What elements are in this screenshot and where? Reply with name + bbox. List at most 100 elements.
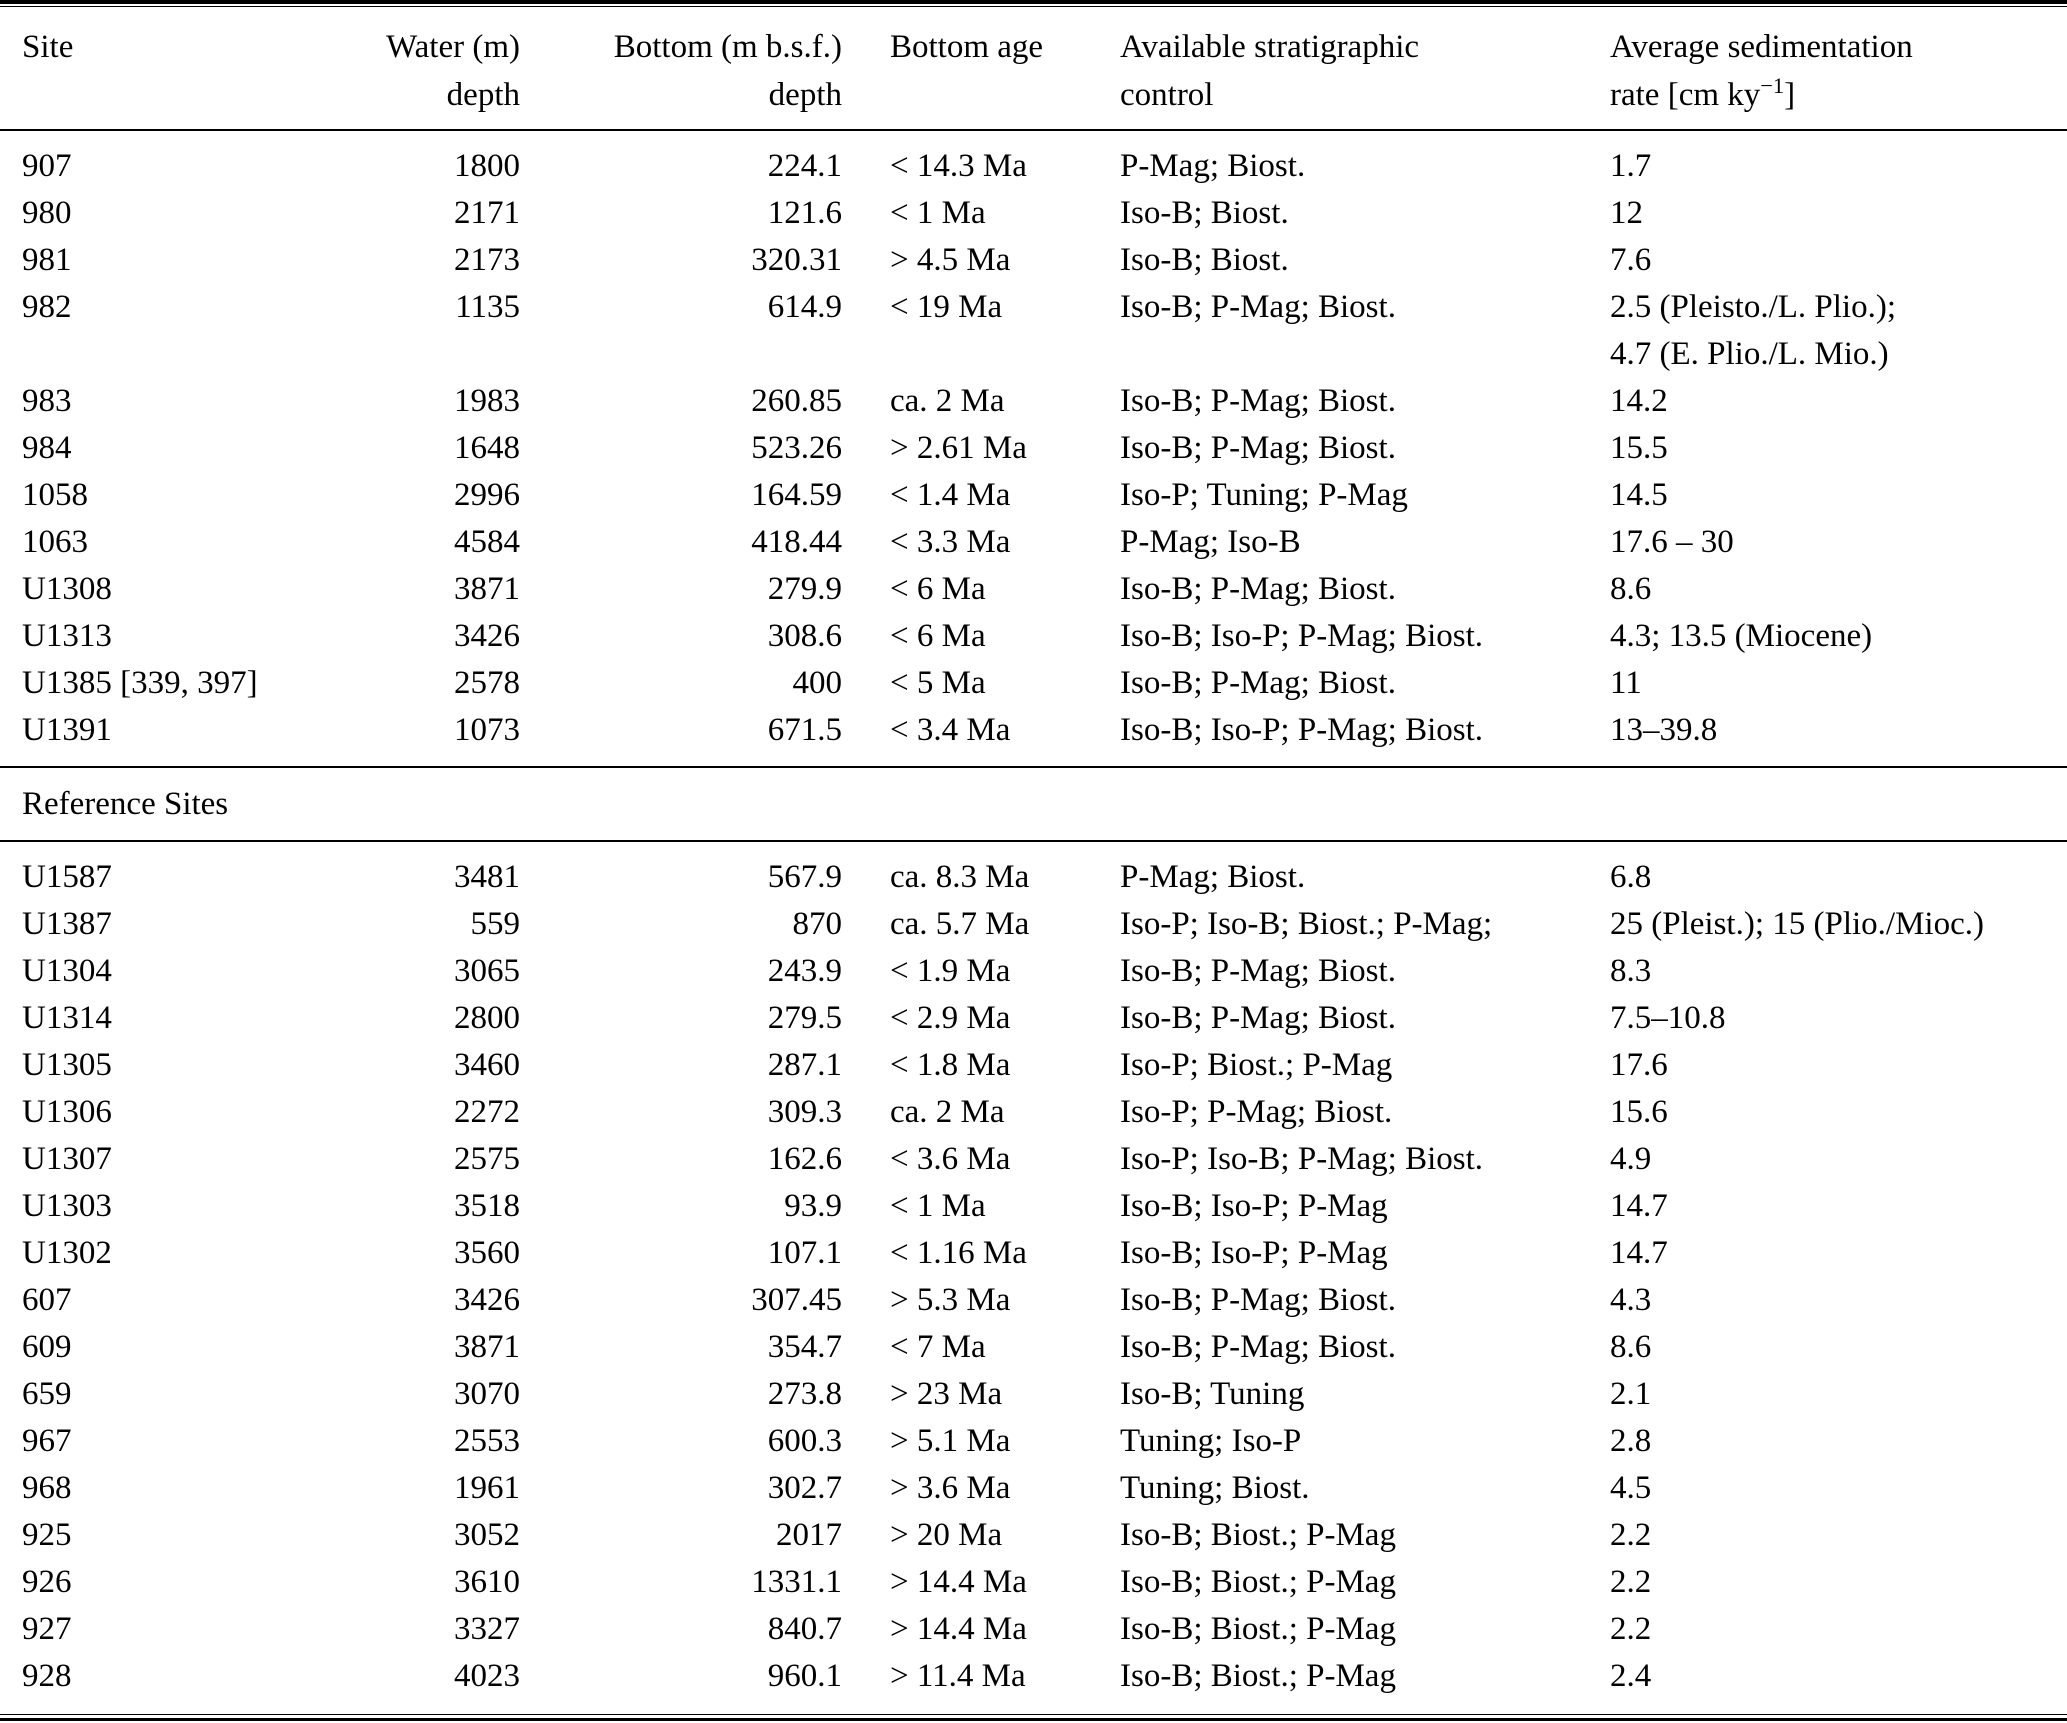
sed-rate-cell: 7.6 <box>1610 242 1652 278</box>
strat-control-cell: Iso-B; Iso-P; P-Mag <box>1120 1235 1388 1271</box>
drilling-sites-table: Site Water (m) depth Bottom (m b.s.f.) d… <box>0 7 2067 1714</box>
bottom-depth-cell: 354.7 <box>767 1329 842 1365</box>
table-row: U1313 3426 308.6 < 6 Ma Iso-B; Iso-P; P-… <box>0 613 2067 660</box>
bottom-depth-cell: 960.1 <box>767 1658 842 1694</box>
table-row: U1302 3560 107.1 < 1.16 Ma Iso-B; Iso-P;… <box>0 1230 2067 1277</box>
table-row: 983 1983 260.85 ca. 2 Ma Iso-B; P-Mag; B… <box>0 378 2067 425</box>
site-cell: 968 <box>22 1470 72 1506</box>
site-cell: 607 <box>22 1282 72 1318</box>
bottom-age-cell: < 3.6 Ma <box>890 1141 1011 1177</box>
bottom-age-cell: < 3.4 Ma <box>842 707 1120 768</box>
reference-sites-section: U1587 3481 567.9 ca. 8.3 Ma P-Mag; Biost… <box>0 841 2067 1714</box>
strat-control-cell: Iso-B; P-Mag; Biost. <box>1120 383 1396 419</box>
sed-rate-cell: 4.9 <box>1610 1141 1652 1177</box>
site-cell: U1387 <box>22 906 112 942</box>
site-cell: U1303 <box>22 1188 112 1224</box>
water-depth-cell: 1073 <box>330 707 520 768</box>
strat-control-cell: Iso-B; P-Mag; Biost. <box>1120 1282 1396 1318</box>
sed-rate-cell: 2.2 <box>1610 1564 1652 1600</box>
bottom-depth-cell: 260.85 <box>751 383 842 419</box>
table-row: 981 2173 320.31 > 4.5 Ma Iso-B; Biost. 7… <box>0 237 2067 284</box>
strat-control-cell: Iso-B; P-Mag; Biost. <box>1120 1329 1396 1365</box>
water-depth-cell: 3871 <box>454 571 520 607</box>
bottom-age-cell: > 2.61 Ma <box>890 430 1027 466</box>
bottom-age-cell: < 1.16 Ma <box>890 1235 1027 1271</box>
bottom-age-cell: > 4.5 Ma <box>890 242 1011 278</box>
water-depth-cell: 2272 <box>454 1094 520 1130</box>
water-depth-cell: 3426 <box>454 1282 520 1318</box>
table-bottom-rule <box>0 1714 2067 1721</box>
table-row: 609 3871 354.7 < 7 Ma Iso-B; P-Mag; Bios… <box>0 1324 2067 1371</box>
table-row: 1058 2996 164.59 < 1.4 Ma Iso-P; Tuning;… <box>0 472 2067 519</box>
reference-sites-divider: Reference Sites <box>0 767 2067 842</box>
header-line: Water (m) <box>386 29 520 65</box>
strat-control-cell: Iso-B; Biost.; P-Mag <box>1120 1517 1396 1553</box>
bottom-age-cell: < 2.9 Ma <box>890 1000 1011 1036</box>
sed-rate-cell: 8.3 <box>1610 953 1652 989</box>
strat-control-cell: Iso-P; Iso-B; Biost.; P-Mag; <box>1120 906 1493 942</box>
header-line: depth <box>768 77 842 113</box>
bottom-age-cell: < 14.3 Ma <box>890 148 1027 184</box>
bottom-age-cell: < 1.4 Ma <box>890 477 1011 513</box>
site-cell: 925 <box>22 1517 72 1553</box>
sed-rate-cell: 14.2 <box>1610 383 1668 419</box>
header-line: rate [cm ky−1] <box>1610 71 2067 119</box>
col-header-water-depth: Water (m) depth <box>330 7 520 131</box>
site-cell: 928 <box>22 1658 72 1694</box>
site-cell: U1302 <box>22 1235 112 1271</box>
bottom-depth-cell: 840.7 <box>767 1611 842 1647</box>
bottom-age-cell: < 3.3 Ma <box>890 524 1011 560</box>
header-line: Available stratigraphic <box>1120 29 1420 65</box>
bottom-age-cell: ca. 5.7 Ma <box>890 906 1030 942</box>
strat-control-cell: Iso-B; Iso-P; P-Mag; Biost. <box>1120 707 1610 768</box>
sed-rate-cell: 25 (Pleist.); 15 (Plio./Mioc.) <box>1610 906 1984 942</box>
table-row: 984 1648 523.26 > 2.61 Ma Iso-B; P-Mag; … <box>0 425 2067 472</box>
water-depth-cell: 3560 <box>454 1235 520 1271</box>
header-row: Site Water (m) depth Bottom (m b.s.f.) d… <box>0 7 2067 131</box>
table-row: 928 4023 960.1 > 11.4 Ma Iso-B; Biost.; … <box>0 1653 2067 1714</box>
sed-rate-cell: 2.2 <box>1610 1611 1652 1647</box>
bottom-depth-cell: 273.8 <box>767 1376 842 1412</box>
water-depth-cell: 3052 <box>454 1517 520 1553</box>
sed-rate-cell: 1.7 <box>1610 148 1652 184</box>
water-depth-cell: 2553 <box>454 1423 520 1459</box>
bottom-depth-cell: 164.59 <box>751 477 842 513</box>
bottom-age-cell: > 14.4 Ma <box>890 1564 1027 1600</box>
sed-rate-cell: 14.5 <box>1610 477 1668 513</box>
bottom-depth-cell: 523.26 <box>751 430 842 466</box>
strat-control-cell: Iso-B; P-Mag; Biost. <box>1120 289 1396 325</box>
strat-control-cell: Iso-P; Iso-B; P-Mag; Biost. <box>1120 1141 1484 1177</box>
sed-rate-cell: 4.3; 13.5 (Miocene) <box>1610 618 1873 654</box>
strat-control-cell: Iso-B; Iso-P; P-Mag <box>1120 1188 1388 1224</box>
bottom-age-cell: > 11.4 Ma <box>890 1658 1026 1694</box>
water-depth-cell: 2578 <box>454 665 520 701</box>
table-row: U1305 3460 287.1 < 1.8 Ma Iso-P; Biost.;… <box>0 1042 2067 1089</box>
bottom-depth-cell: 287.1 <box>767 1047 842 1083</box>
bottom-depth-cell: 671.5 <box>520 707 842 768</box>
bottom-depth-cell: 567.9 <box>767 859 842 895</box>
bottom-depth-cell: 870 <box>792 906 843 942</box>
table-row: U1306 2272 309.3 ca. 2 Ma Iso-P; P-Mag; … <box>0 1089 2067 1136</box>
water-depth-cell: 4023 <box>454 1658 520 1694</box>
site-cell: U1307 <box>22 1141 112 1177</box>
sed-rate-cell: 7.5–10.8 <box>1610 1000 1726 1036</box>
strat-control-cell: Iso-B; Biost. <box>1120 242 1289 278</box>
sed-rate-cell: 14.7 <box>1610 1188 1668 1224</box>
table-row: 982 1135 614.9 < 19 Ma Iso-B; P-Mag; Bio… <box>0 284 2067 378</box>
water-depth-cell: 3065 <box>454 953 520 989</box>
sed-rate-cell: 17.6 <box>1610 1047 1668 1083</box>
table-row: 927 3327 840.7 > 14.4 Ma Iso-B; Biost.; … <box>0 1606 2067 1653</box>
main-sites-section: 907 1800 224.1 < 14.3 Ma P-Mag; Biost. 1… <box>0 130 2067 768</box>
strat-control-cell: Iso-B; P-Mag; Biost. <box>1120 665 1396 701</box>
sed-rate-cell: 12 <box>1610 195 1643 231</box>
section-label: Reference Sites <box>0 767 2067 842</box>
site-cell: 982 <box>22 289 72 325</box>
bottom-age-cell: > 5.1 Ma <box>890 1423 1011 1459</box>
strat-control-cell: Tuning; Biost. <box>1120 1470 1310 1506</box>
water-depth-cell: 3426 <box>454 618 520 654</box>
site-cell: 1063 <box>22 524 88 560</box>
strat-control-cell: Iso-B; P-Mag; Biost. <box>1120 1000 1396 1036</box>
water-depth-cell: 4584 <box>454 524 520 560</box>
strat-control-cell: Iso-P; Biost.; P-Mag <box>1120 1047 1393 1083</box>
sed-rate-cell: 11 <box>1610 665 1642 701</box>
